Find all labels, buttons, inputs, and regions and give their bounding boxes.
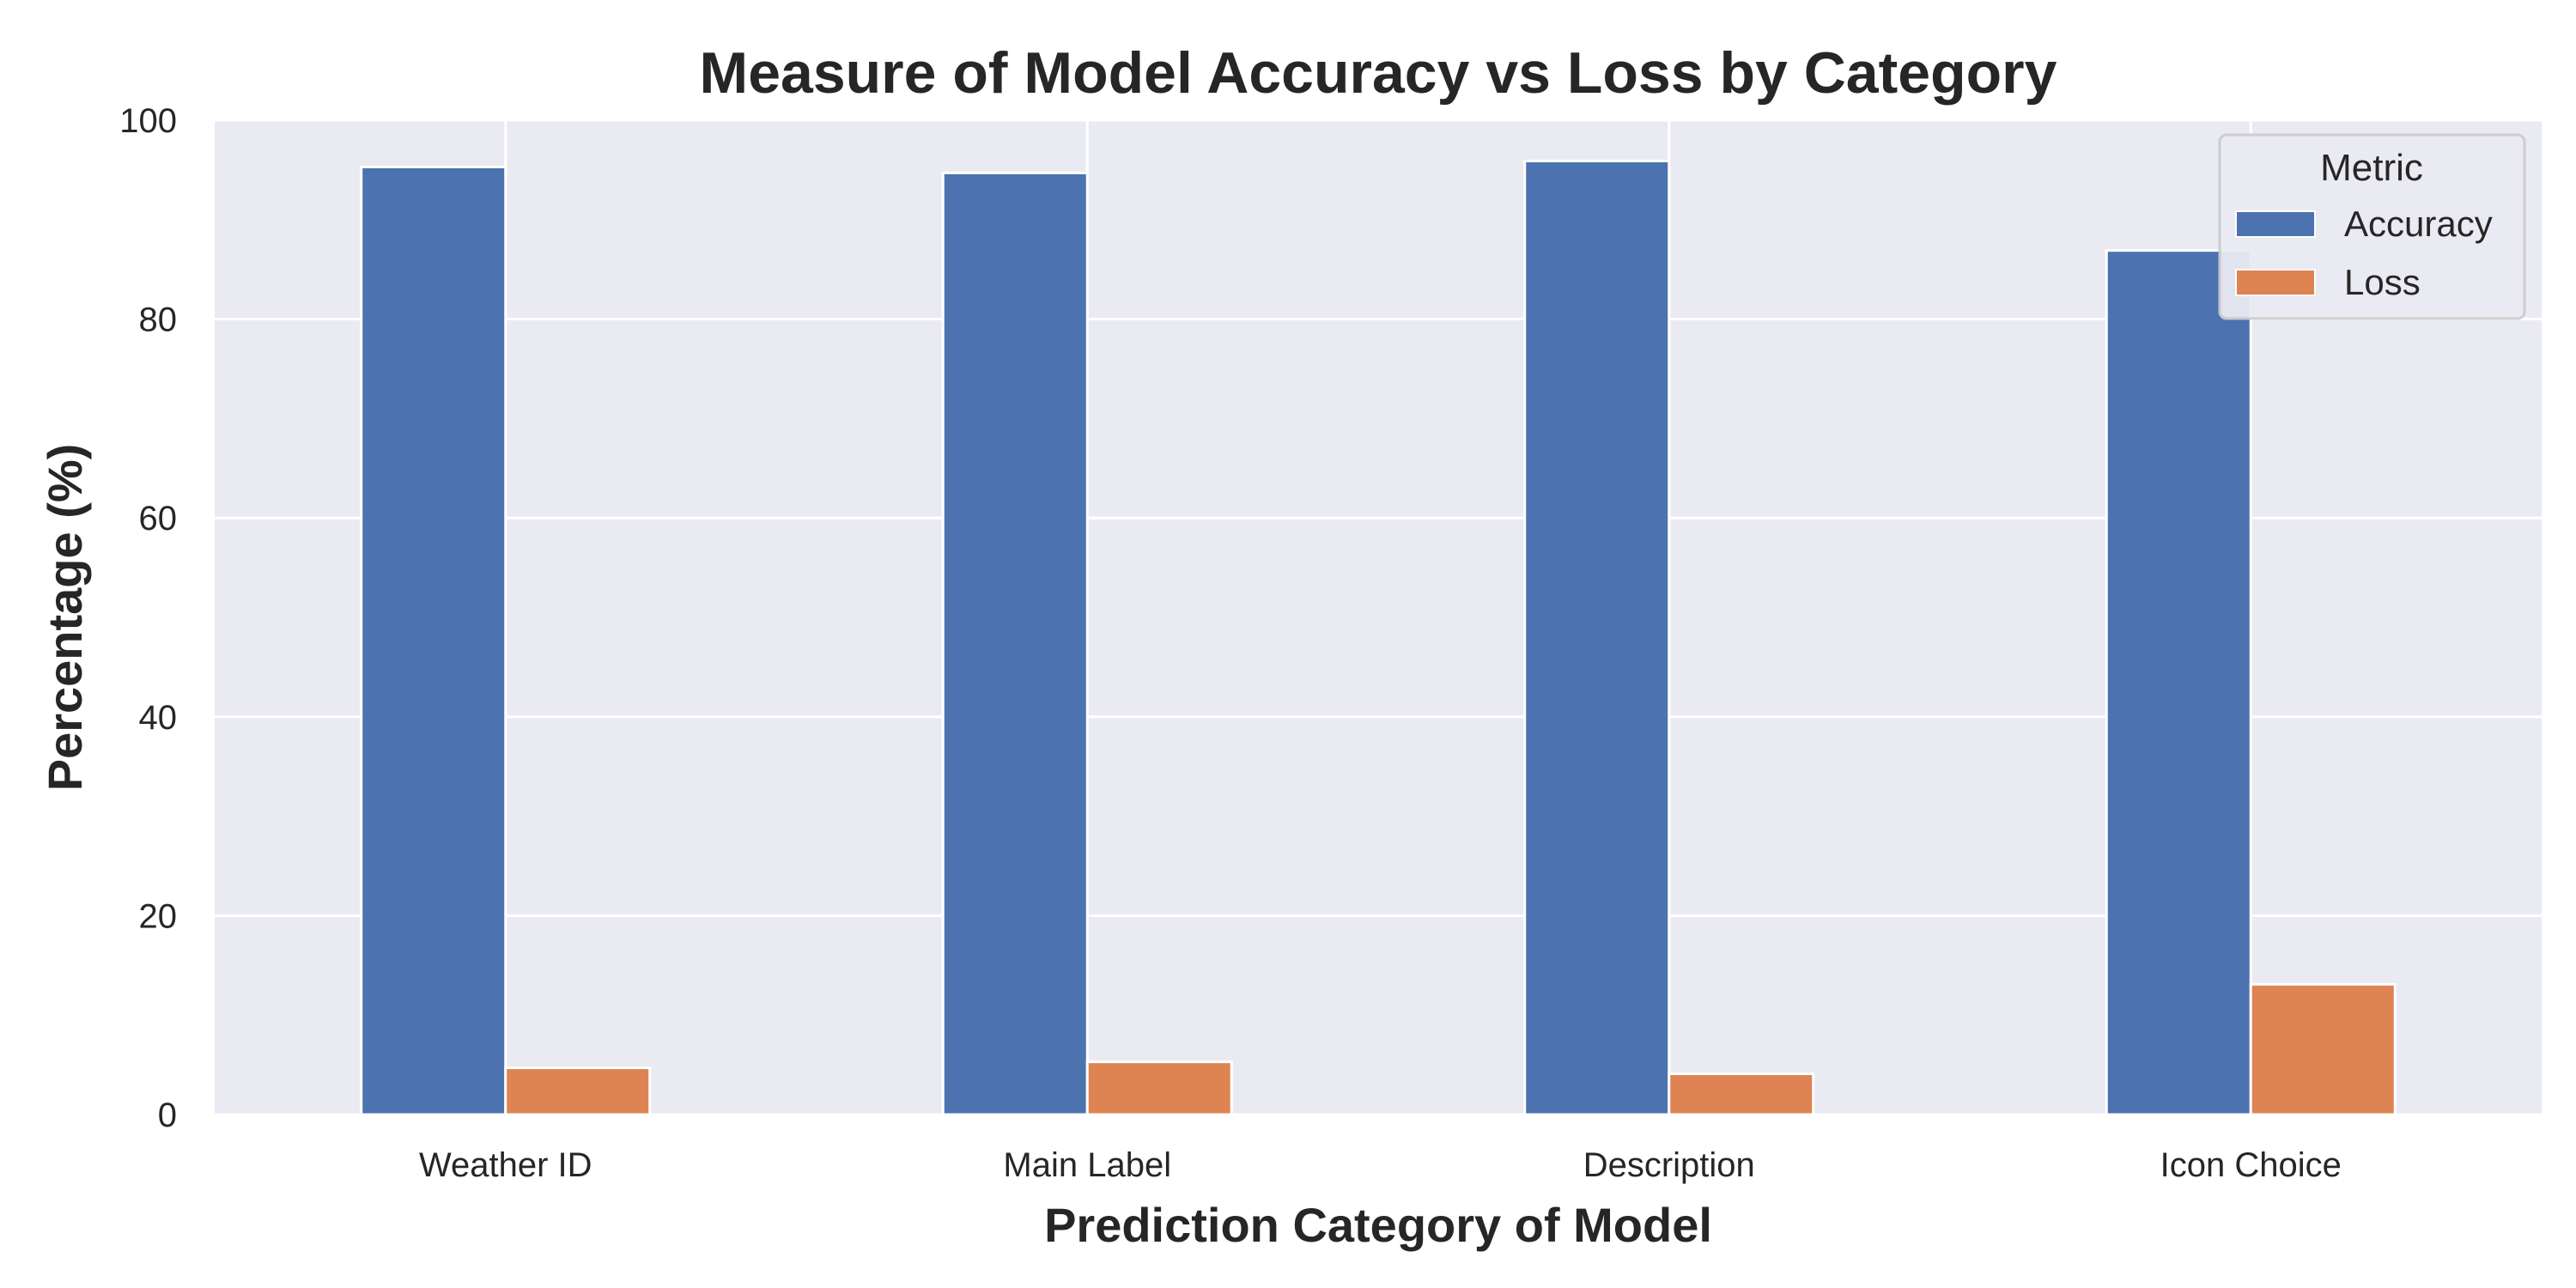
x-tick-label: Description [1583,1146,1755,1184]
y-tick-label: 20 [139,897,178,935]
x-axis-label: Prediction Category of Model [1044,1198,1712,1252]
bar-accuracy-0 [360,165,507,1116]
legend: Metric Accuracy Loss [2218,133,2526,320]
bar-accuracy-3 [2105,249,2252,1116]
legend-swatch-accuracy [2235,210,2316,238]
y-tick-labels: 0 20 40 60 80 100 [119,102,177,1134]
bar-loss-1 [1085,1060,1233,1116]
legend-label-accuracy: Accuracy [2344,204,2493,244]
x-tick-label: Icon Choice [2160,1146,2342,1184]
x-tick-label: Main Label [1003,1146,1171,1184]
y-tick-label: 0 [158,1097,177,1134]
bars [360,159,2397,1116]
y-axis-label: Percentage (%) [38,444,92,792]
legend-title: Metric [2320,147,2423,189]
bar-loss-3 [2249,982,2397,1116]
bar-accuracy-1 [941,171,1089,1116]
y-tick-label: 40 [139,699,178,737]
legend-label-loss: Loss [2344,262,2421,302]
y-tick-label: 60 [139,500,178,538]
bar-loss-0 [504,1066,652,1116]
y-tick-label: 80 [139,301,178,339]
bar-accuracy-2 [1523,159,1671,1116]
chart-title: Measure of Model Accuracy vs Loss by Cat… [700,40,2057,106]
x-tick-label: Weather ID [419,1146,592,1184]
bar-loss-2 [1668,1072,1815,1116]
legend-swatch-loss [2235,269,2316,296]
x-tick-labels: Weather ID Main Label Description Icon Choi… [419,1146,2342,1184]
y-tick-label: 100 [119,102,177,140]
